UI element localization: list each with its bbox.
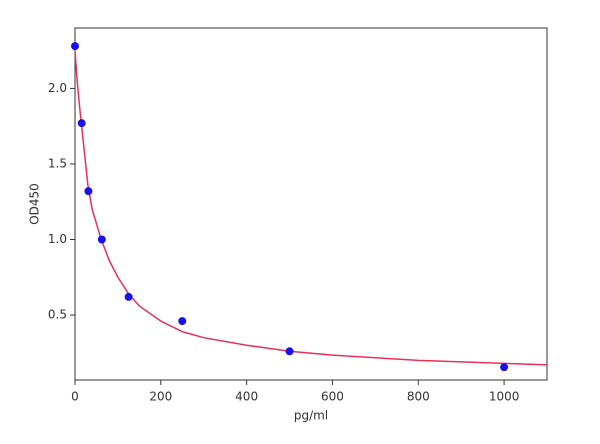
- x-tick-label: 0: [71, 390, 79, 404]
- data-point: [71, 42, 79, 51]
- y-axis-label: OD450: [28, 183, 42, 225]
- fit-curve: [74, 50, 548, 366]
- y-tick-label: 1.5: [48, 156, 67, 170]
- data-point: [178, 317, 187, 326]
- x-tick-label: 800: [407, 390, 430, 404]
- x-tick-label: 400: [235, 390, 258, 404]
- plot-frame: [74, 27, 548, 381]
- x-axis-label: pg/ml: [294, 409, 328, 423]
- data-point: [285, 347, 294, 356]
- y-tick-label: 0.5: [48, 308, 67, 322]
- data-point: [500, 363, 509, 372]
- x-tick-label: 1000: [489, 390, 520, 404]
- x-tick-label: 200: [149, 390, 172, 404]
- data-point: [84, 187, 93, 196]
- data-point: [77, 119, 86, 128]
- y-tick-label: 1.0: [48, 232, 67, 246]
- x-tick-label: 600: [321, 390, 344, 404]
- y-tick-label: 2.0: [48, 81, 67, 95]
- data-point: [124, 292, 133, 301]
- data-point: [97, 235, 106, 244]
